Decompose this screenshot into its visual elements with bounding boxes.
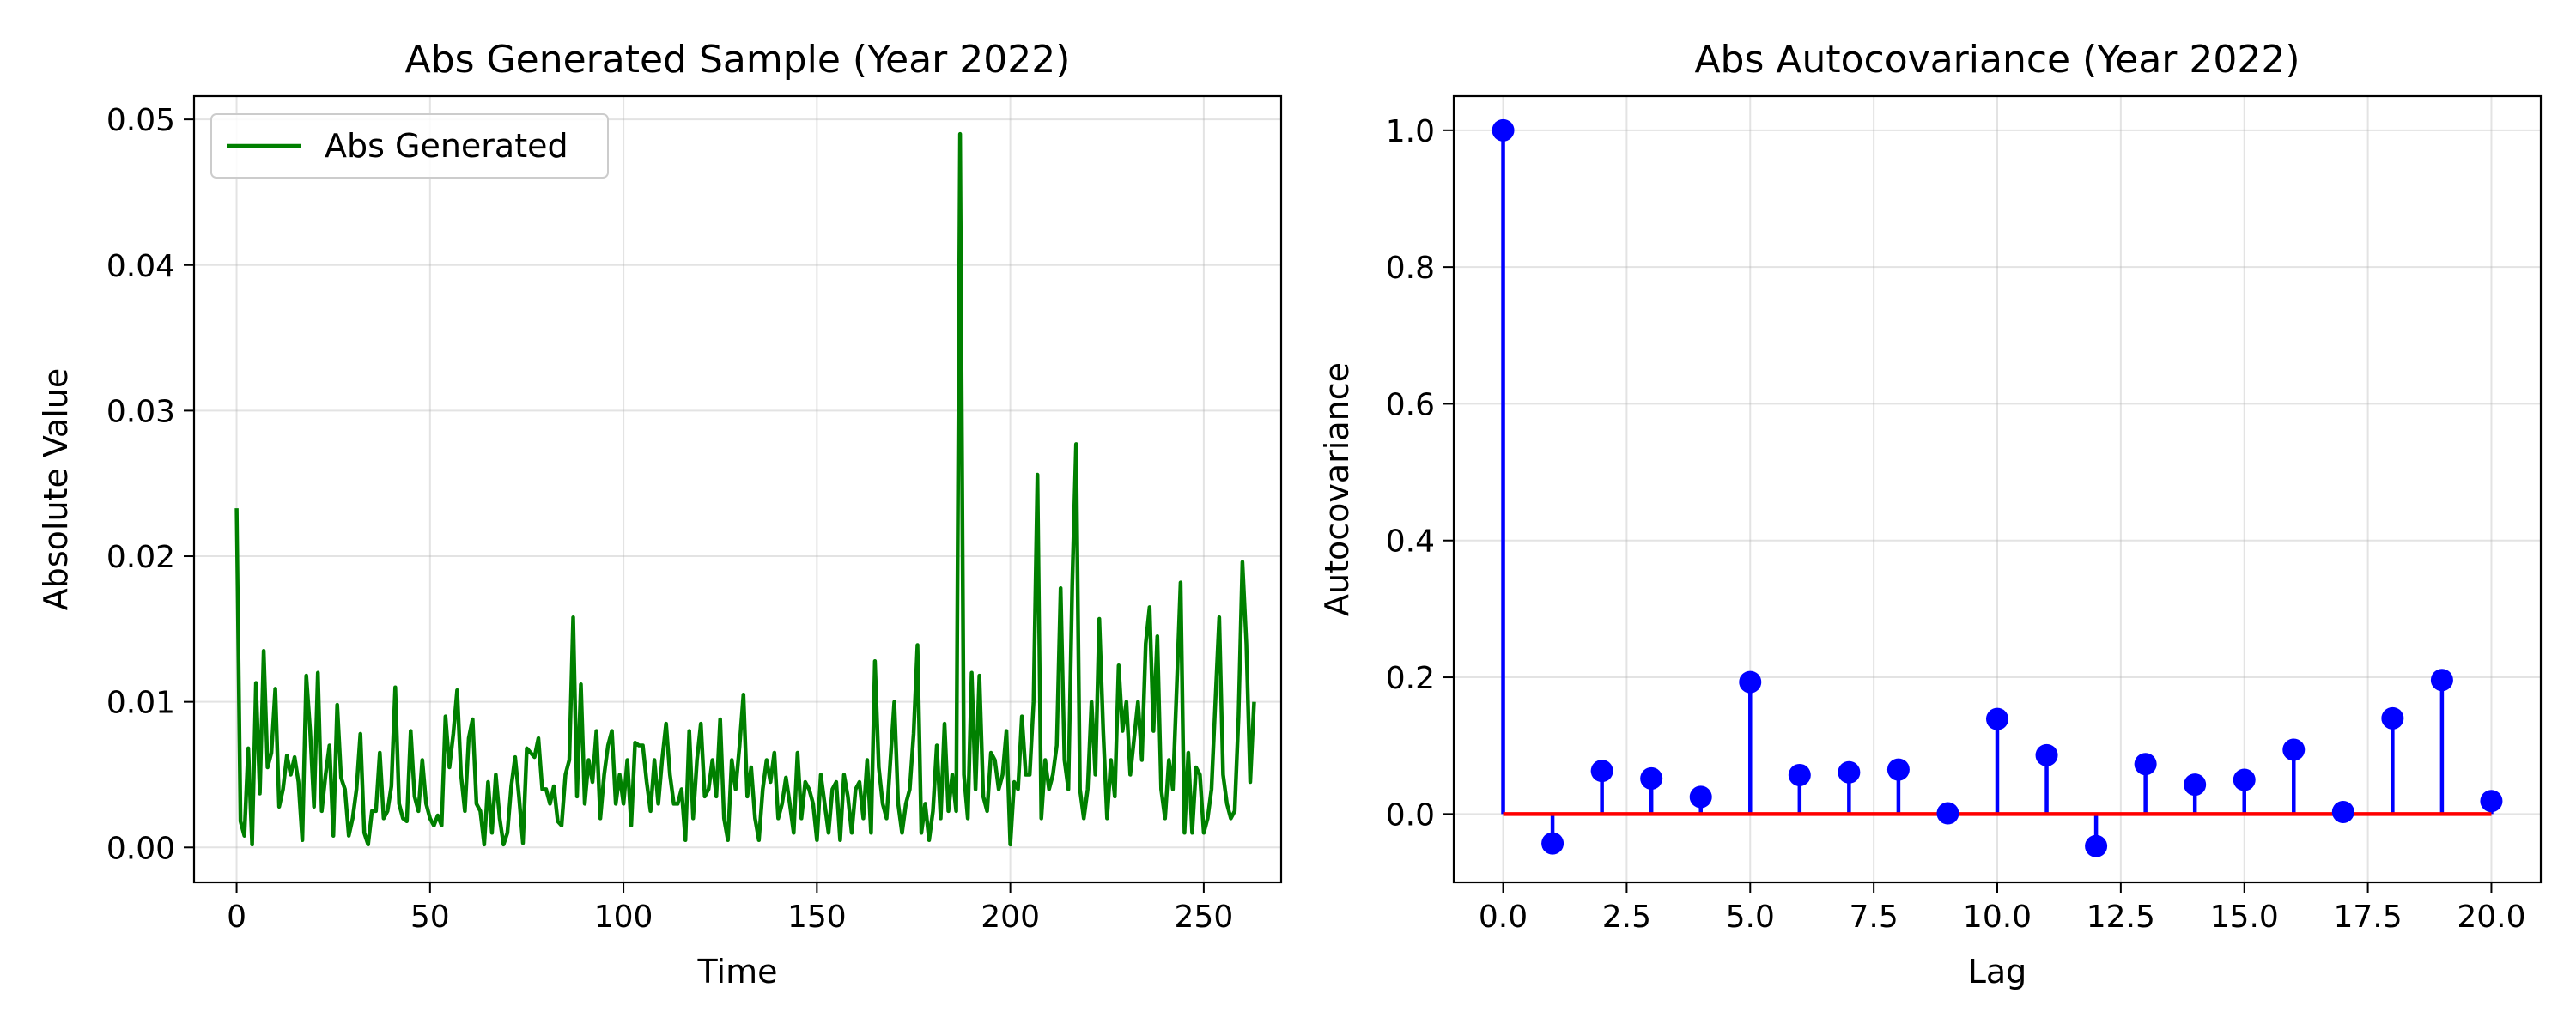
left-x-axis-label: Time (697, 953, 778, 991)
stem-marker (2331, 800, 2354, 823)
right-x-tick-label: 0.0 (1479, 900, 1528, 935)
right-y-tick-label: 0.8 (1386, 251, 1435, 286)
left-y-tick-label: 0.03 (106, 394, 175, 429)
stem-marker (2233, 768, 2256, 791)
right-x-tick-label: 7.5 (1850, 900, 1899, 935)
left-y-tick-label: 0.01 (106, 686, 175, 721)
autocovariance-markers (1492, 118, 2503, 857)
right-x-tick-label: 10.0 (1963, 900, 2032, 935)
left-x-tick-label: 250 (1175, 900, 1234, 935)
left-plot-frame (192, 94, 1283, 884)
right-y-tick-label: 0.2 (1386, 661, 1435, 696)
stem-marker (1886, 758, 1910, 781)
left-x-tick-label: 150 (787, 900, 847, 935)
right-y-tick-label: 0.0 (1386, 797, 1435, 833)
stem-marker (2381, 706, 2404, 730)
right-x-tick-label: 15.0 (2210, 900, 2279, 935)
right-chart-title: Abs Autocovariance (Year 2022) (1694, 38, 2300, 82)
left-y-tick-label: 0.04 (106, 249, 175, 284)
left-panel: Abs Generated Sample (Year 2022) 0 50 100 1… (37, 38, 1283, 991)
stem-marker (1788, 763, 1811, 786)
left-x-tick-label: 0 (227, 900, 246, 935)
stem-marker (1492, 118, 1515, 142)
stem-marker (1936, 802, 1959, 825)
right-y-tick-label: 1.0 (1386, 114, 1435, 149)
abs-generated-line (234, 131, 1256, 847)
right-plot-frame (1452, 94, 2543, 884)
right-x-tick-label: 20.0 (2457, 900, 2525, 935)
right-y-axis-label: Autocovariance (1318, 362, 1356, 616)
stem-marker (2430, 669, 2453, 692)
right-panel: Abs Autocovariance (Year 2022) 0.0 2.5 5.0… (1318, 38, 2543, 991)
right-y-tick-label: 0.6 (1386, 387, 1435, 422)
left-y-tick-label: 0.05 (106, 103, 175, 138)
stem-marker (2282, 738, 2306, 761)
left-legend: Abs Generated (210, 113, 609, 179)
left-ticks: 0 50 100 150 200 250 0.00 0.01 0.02 0.03 0.04 0.05 (106, 103, 1233, 935)
legend-box (210, 113, 609, 179)
stem-marker (2035, 743, 2058, 766)
stem-marker (1590, 760, 1613, 783)
left-x-tick-label: 50 (410, 900, 450, 935)
left-y-axis-label: Absolute Value (37, 368, 75, 611)
right-y-tick-label: 0.4 (1386, 524, 1435, 560)
stem-marker (2134, 753, 2157, 776)
stem-marker (1689, 785, 1712, 809)
stem-marker (2085, 834, 2108, 857)
right-x-tick-label: 2.5 (1602, 900, 1651, 935)
stem-marker (2184, 773, 2207, 797)
left-chart-title: Abs Generated Sample (Year 2022) (405, 38, 1071, 82)
stem-marker (1838, 760, 1861, 784)
stem-marker (2480, 790, 2503, 813)
stem-marker (1739, 670, 1762, 694)
legend-label: Abs Generated (325, 127, 568, 165)
right-x-tick-label: 5.0 (1726, 900, 1775, 935)
right-x-tick-label: 17.5 (2334, 900, 2403, 935)
left-y-tick-label: 0.02 (106, 540, 175, 575)
stem-marker (1640, 766, 1663, 790)
right-x-tick-label: 12.5 (2087, 900, 2155, 935)
stem-marker (1541, 832, 1564, 855)
left-x-tick-label: 200 (981, 900, 1040, 935)
right-ticks: 0.0 2.5 5.0 7.5 10.0 12.5 15.0 17.5 20.0 0.0 0.2 0.… (1386, 114, 2526, 935)
stem-marker (1986, 707, 2008, 730)
left-x-tick-label: 100 (594, 900, 653, 935)
right-x-axis-label: Lag (1968, 953, 2027, 991)
left-y-tick-label: 0.00 (106, 831, 175, 866)
